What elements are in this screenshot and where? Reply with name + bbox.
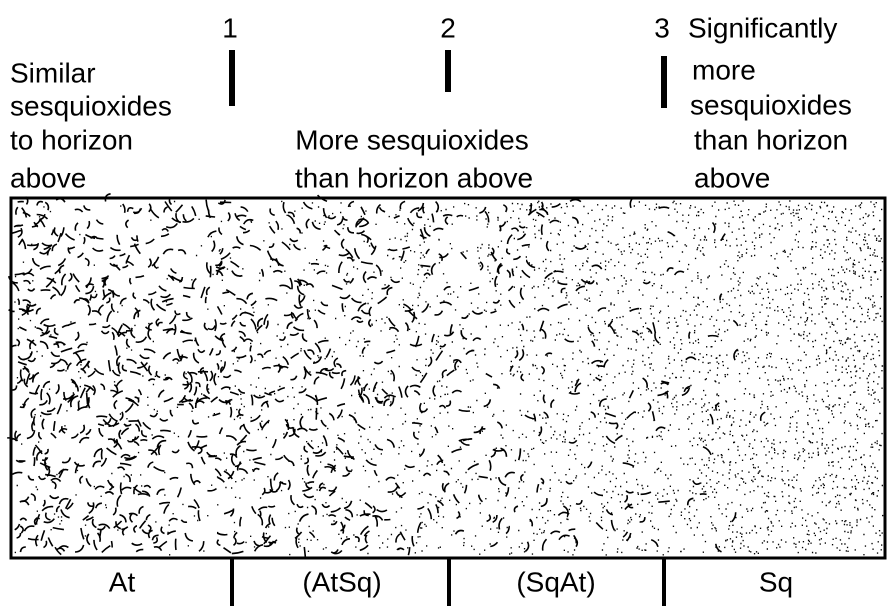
texture — [7, 193, 884, 557]
description-line: than horizon — [694, 124, 848, 155]
zone-label: Sq — [759, 566, 793, 597]
description-line: sesquioxides — [10, 90, 172, 121]
marker-label: 1 — [222, 12, 238, 43]
marker-bar — [229, 50, 235, 106]
description-line: to horizon — [10, 124, 133, 155]
marker-bar — [661, 56, 667, 108]
description-line: than horizon above — [295, 162, 533, 193]
description-line: More sesquioxides — [295, 124, 528, 155]
marker-label: 3 — [654, 12, 670, 43]
description-line: above — [10, 162, 86, 193]
aggregate-texture — [7, 193, 766, 557]
zone-label: At — [109, 566, 136, 597]
description-line: sesquioxides — [690, 89, 852, 120]
description-line: more — [692, 54, 756, 85]
horizon-box — [9, 196, 887, 560]
description-line: Similar — [10, 57, 96, 88]
marker-label: 2 — [440, 12, 456, 43]
marker-bar — [445, 50, 451, 92]
zone-label: (AtSq) — [302, 566, 381, 597]
description-line: above — [694, 162, 770, 193]
dot-texture — [14, 200, 884, 556]
description-line: Significantly — [688, 12, 837, 43]
zone-label: (SqAt) — [516, 566, 595, 597]
